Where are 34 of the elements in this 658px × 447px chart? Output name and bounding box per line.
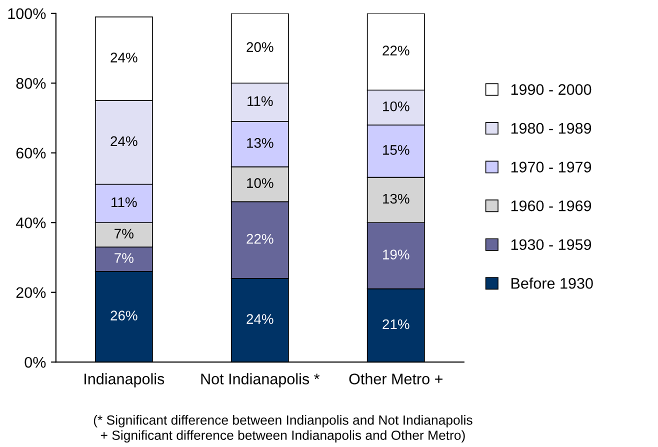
data-label: 22% [246, 234, 274, 244]
legend-label: 1960 - 1969 [511, 200, 592, 212]
data-label: 13% [247, 138, 274, 148]
data-label: 24% [110, 136, 138, 146]
data-label: 15% [383, 145, 410, 155]
data-label: 7% [114, 253, 134, 263]
legend-label: 1930 - 1959 [511, 239, 592, 250]
data-label: 11% [248, 96, 273, 106]
y-tick-label: 0% [24, 356, 46, 368]
legend-label: 1970 - 1979 [511, 162, 592, 172]
y-tick-label: 100% [8, 8, 46, 20]
data-label: 20% [246, 42, 274, 52]
data-label: 13% [383, 194, 410, 204]
y-tick-label: 60% [16, 148, 46, 159]
y-tick-label: 40% [16, 217, 46, 228]
data-label: 24% [246, 314, 274, 324]
legend-label: 1980 - 1989 [511, 122, 592, 134]
legend-label: 1990 - 2000 [511, 84, 592, 95]
x-tick-label: Not Indianapolis * [201, 373, 320, 388]
x-tick-label: Other Metro + [349, 373, 442, 384]
data-label: 10% [383, 101, 410, 112]
data-label: 22% [382, 46, 410, 56]
data-label: 19% [383, 250, 410, 260]
data-label: 10% [247, 178, 274, 188]
y-tick-label: 80% [16, 78, 46, 89]
text: (* Significant difference between Indianpolis and Not Indianapolis + Significant difference between Indianapolis and Other Metro) [94, 415, 472, 443]
data-label: 24% [110, 52, 138, 62]
y-tick-label: 20% [16, 287, 46, 298]
data-label: 21% [382, 319, 410, 330]
x-tick-label: Indianapolis [84, 373, 164, 388]
data-label: 11% [112, 197, 137, 208]
legend-label: Before 1930 [511, 278, 593, 289]
data-label: 26% [110, 310, 138, 320]
data-label: 7% [114, 228, 134, 238]
